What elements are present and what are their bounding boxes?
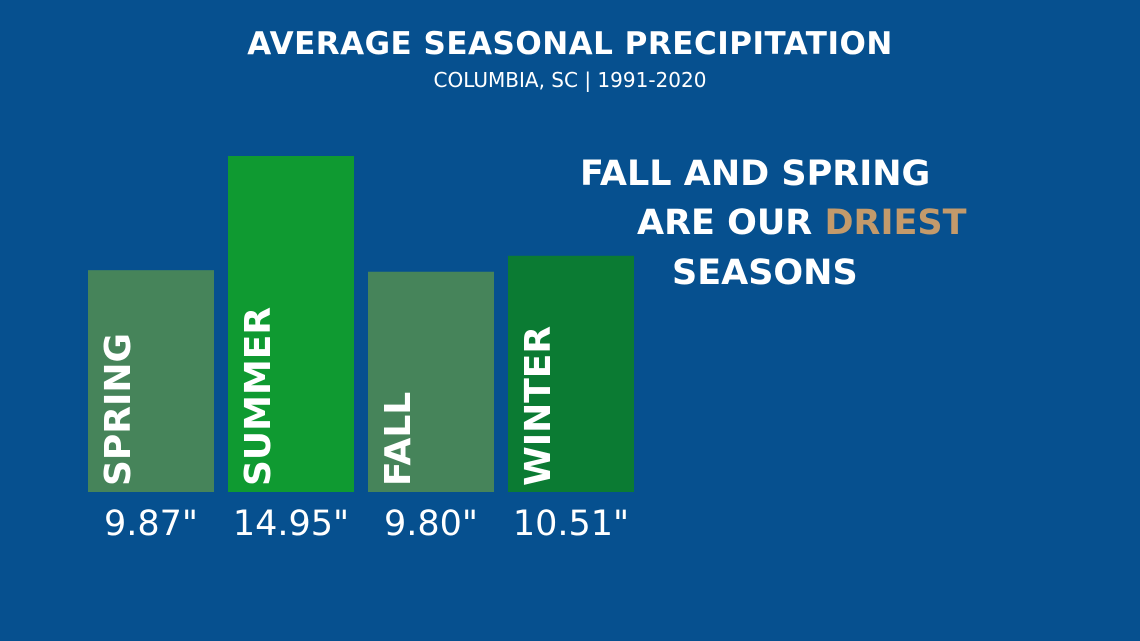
bar-fall xyxy=(368,271,494,492)
chart-subtitle: COLUMBIA, SC | 1991-2020 xyxy=(433,68,707,92)
annotation-highlight-driest: DRIEST xyxy=(824,203,967,243)
annotation-line-2-prefix: ARE OUR xyxy=(637,203,825,243)
annotation-line-2: ARE OUR DRIEST xyxy=(637,206,966,241)
bar-winter xyxy=(508,255,634,492)
bar-label-winter: WINTER xyxy=(518,326,559,486)
bar-spring xyxy=(88,270,214,492)
bar-summer xyxy=(228,156,354,492)
bar-label-fall: FALL xyxy=(378,392,419,486)
value-label-winter: 10.51" xyxy=(513,504,629,544)
bar-label-summer: SUMMER xyxy=(238,307,279,486)
value-label-spring: 9.87" xyxy=(104,504,198,544)
annotation-line-3: SEASONS xyxy=(672,253,858,293)
annotation-line-1: FALL AND SPRING xyxy=(580,154,931,194)
bar-label-spring: SPRING xyxy=(98,333,139,486)
chart-title: AVERAGE SEASONAL PRECIPITATION xyxy=(247,26,893,62)
value-label-fall: 9.80" xyxy=(384,504,478,544)
value-label-summer: 14.95" xyxy=(233,504,349,544)
